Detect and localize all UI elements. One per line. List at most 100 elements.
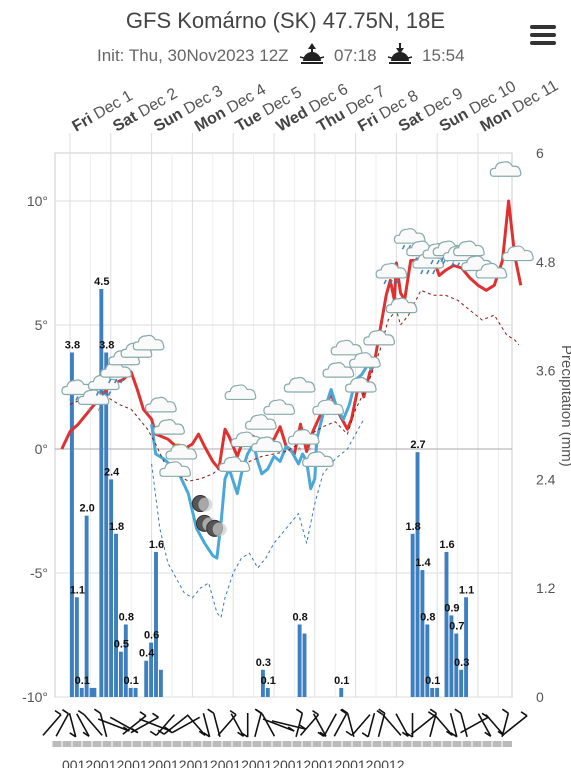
wind-barb-icon	[254, 712, 262, 738]
series-line-min	[150, 363, 374, 560]
cloud-icon	[312, 399, 345, 415]
precip-bar	[459, 669, 464, 697]
wind-barb-tick	[229, 709, 237, 716]
temp-tick-label: -10°	[22, 689, 48, 705]
precip-value-label: 1.6	[439, 539, 454, 551]
wind-barb-tick	[198, 730, 206, 737]
cloud-shape	[165, 443, 198, 460]
precip-tick-label: 0	[536, 689, 544, 705]
wind-barb-tick	[445, 730, 453, 737]
cloud-icon	[330, 339, 363, 356]
precip-value-label: 1.8	[405, 521, 420, 533]
precip-value-label: 0.5	[114, 639, 129, 651]
precip-tick-label: 2.4	[536, 471, 556, 487]
wind-barb-tick	[139, 711, 147, 717]
precip-value-label: 0.1	[261, 675, 276, 687]
wind-barb-tick	[241, 732, 249, 738]
cloud-icon	[263, 399, 296, 415]
rain-drop	[75, 396, 79, 401]
wind-barb-icon	[429, 712, 437, 738]
precip-bar	[265, 687, 270, 697]
precip-value-label: 1.1	[459, 584, 474, 596]
precip-tick-label: 6	[536, 145, 544, 161]
wind-barb-tick	[317, 731, 325, 737]
wind-barb-tick	[255, 709, 263, 715]
wind-barb-icon	[460, 712, 468, 738]
wind-barb-icon	[312, 713, 327, 737]
wind-barb-icon	[295, 712, 304, 738]
precip-bar	[425, 624, 430, 697]
cloud-shape	[287, 428, 320, 445]
wind-barb-icon	[367, 712, 376, 738]
cloud-icon	[153, 419, 185, 435]
rain-drop	[108, 378, 112, 384]
cloud-shape	[375, 262, 408, 279]
rain-drop	[95, 391, 100, 396]
precip-bar	[410, 533, 415, 697]
cloud-shape	[153, 419, 185, 435]
cloud-icon	[349, 352, 381, 368]
init-line: Init: Thu, 30Nov2023 12Z 07:18 15:54	[97, 41, 465, 67]
wind-barb-icon	[333, 713, 348, 737]
precip-bar	[149, 642, 154, 697]
wind-barb-icon	[271, 720, 307, 730]
precip-value-label: 0.1	[334, 675, 349, 687]
wind-barb-icon	[323, 713, 337, 737]
temp-tick-label: 5°	[35, 317, 48, 333]
rain-drop	[430, 259, 434, 265]
wind-barb-icon	[460, 716, 489, 734]
precip-value-label: 0.8	[420, 611, 435, 623]
cloud-shape	[349, 352, 381, 368]
precip-bar	[435, 687, 440, 697]
wind-barb-icon	[230, 713, 245, 737]
precip-bar	[154, 551, 158, 697]
precip-bar	[118, 651, 123, 697]
snowflake: *	[97, 406, 101, 417]
wind-barb-icon	[346, 712, 355, 738]
cloud-shape	[475, 262, 508, 279]
rain-drop	[432, 269, 436, 275]
wind-barb-icon	[377, 712, 386, 738]
wind-barb-tick	[287, 726, 295, 732]
precip-bar	[128, 687, 133, 697]
precip-bar	[144, 660, 149, 697]
snowflake: *	[307, 446, 311, 457]
precip-value-label: 4.5	[94, 276, 109, 288]
precip-value-label: 0.3	[256, 657, 271, 669]
cloud-shape	[218, 456, 251, 472]
wind-barb-tick	[207, 708, 215, 714]
wind-barb-tick	[406, 732, 413, 738]
cloud-snow-icon: * *	[287, 428, 320, 457]
cloud-shape	[283, 376, 316, 393]
wind-barb-tick	[376, 709, 384, 716]
precip-value-label: 0.8	[292, 611, 307, 623]
precip-bar	[70, 352, 74, 697]
precip-tick-label: 3.6	[536, 363, 556, 379]
cloud-shape	[263, 399, 296, 415]
cloud-shape	[251, 436, 283, 453]
wind-barb-tick	[454, 708, 462, 714]
precip-bar	[297, 624, 302, 697]
precip-bar	[449, 615, 454, 697]
cloud-shape	[159, 461, 192, 477]
rain-drop	[440, 257, 444, 262]
precip-bar	[158, 669, 163, 697]
precip-bar	[84, 515, 89, 697]
cloud-shape	[489, 161, 522, 177]
precip-value-label: 2.7	[410, 439, 425, 451]
precip-bar	[454, 633, 459, 697]
wind-barb-icon	[382, 714, 402, 736]
precip-value-label: 0.4	[139, 648, 155, 660]
temp-tick-label: 0°	[35, 441, 48, 457]
hamburger-menu-icon[interactable]	[530, 25, 556, 47]
moon-highlight	[198, 497, 213, 512]
wind-barb-icon	[68, 712, 77, 738]
cloud-icon	[132, 334, 165, 351]
precip-bar	[104, 352, 109, 697]
sunrise-icon	[300, 43, 325, 64]
precip-value-label: 3.8	[65, 339, 80, 351]
precip-value-label: 3.8	[99, 339, 114, 351]
cloud-icon	[251, 436, 283, 453]
cloud-shape	[302, 451, 334, 467]
precip-value-label: 1.8	[109, 521, 124, 533]
